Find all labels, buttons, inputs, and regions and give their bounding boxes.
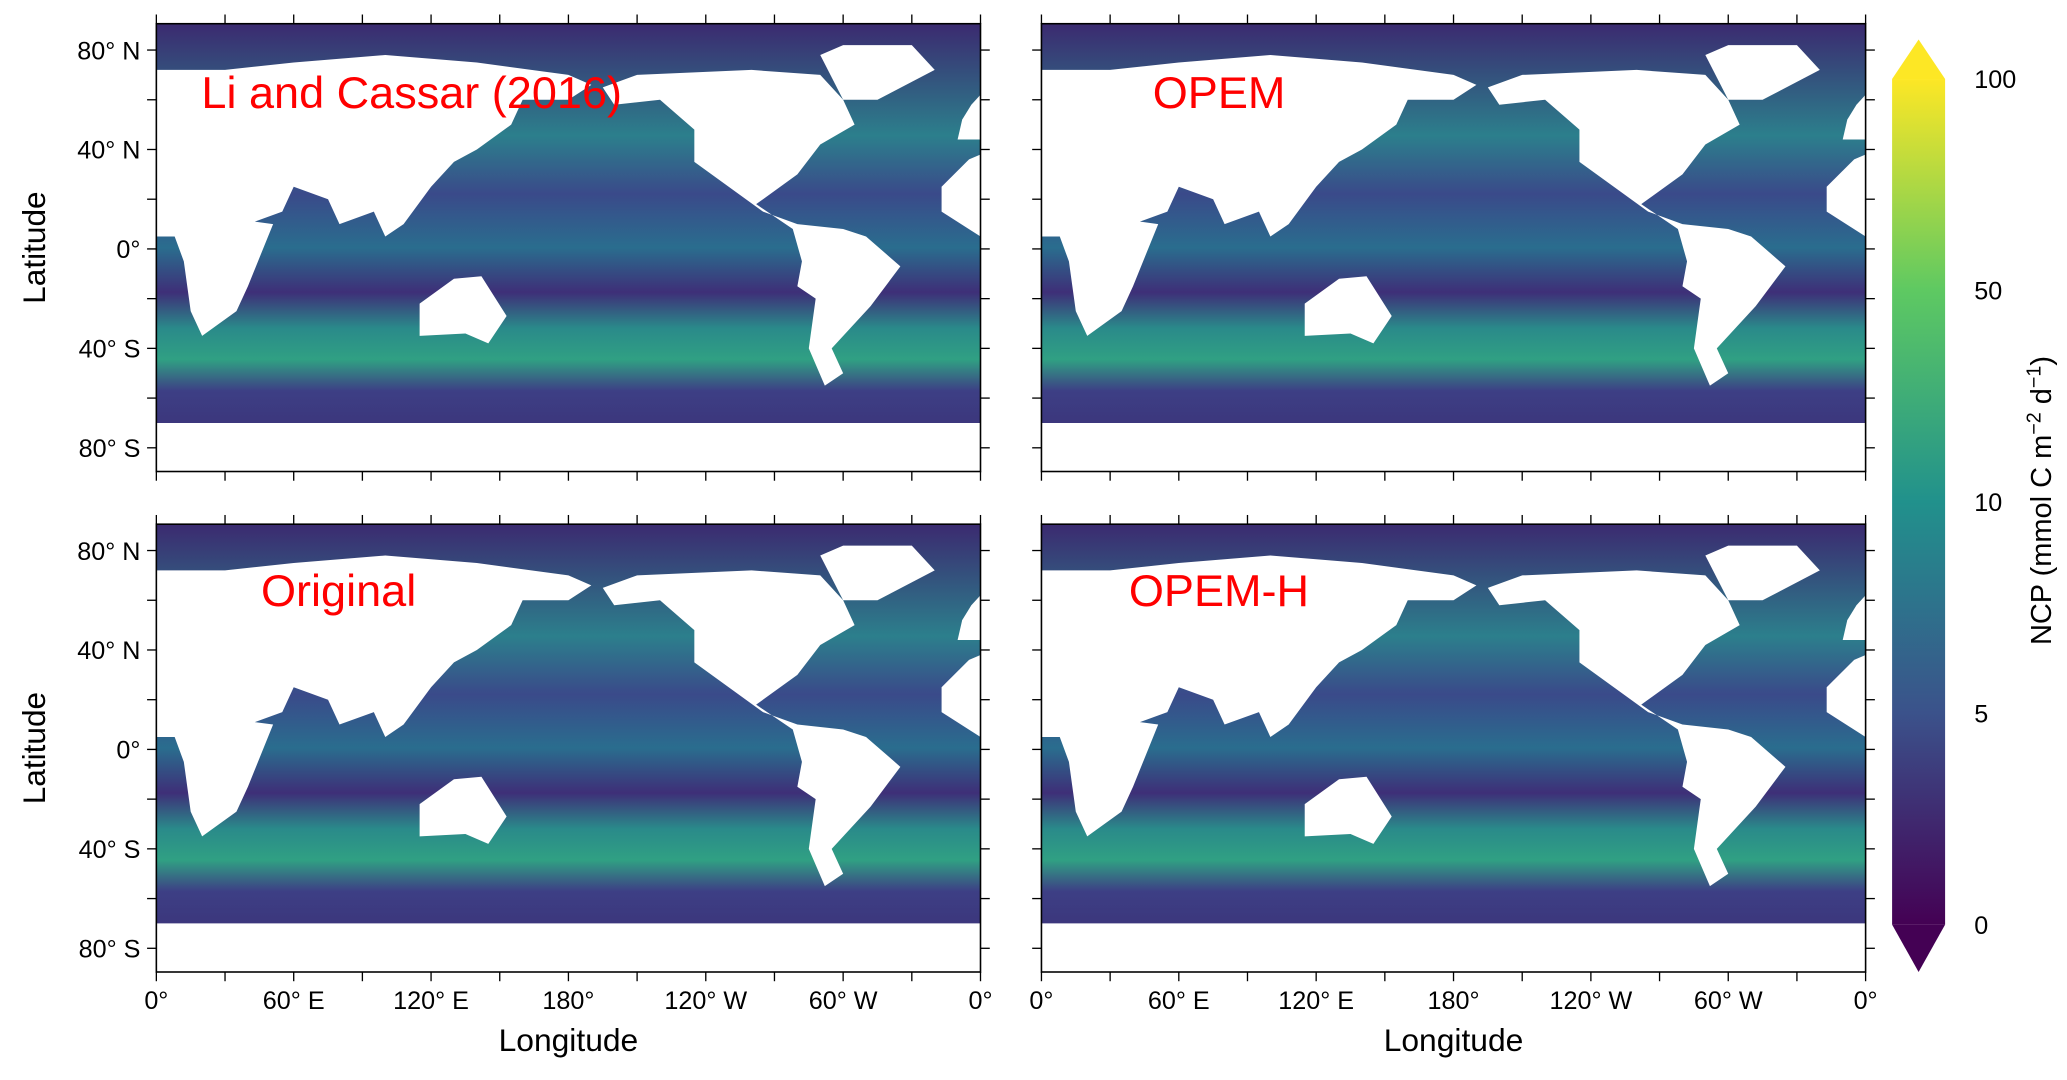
land [957, 94, 981, 140]
panel-label: Li and Cassar (2016) [201, 67, 622, 118]
y-tick-label: 80° N [77, 538, 140, 566]
x-tick-label: 0° [968, 987, 992, 1015]
land [1041, 923, 1866, 972]
panel-label: OPEM [1153, 67, 1286, 118]
land [1826, 154, 1866, 237]
x-tick-label: 60° W [1694, 987, 1763, 1015]
land [820, 545, 935, 601]
land [941, 154, 981, 237]
y-tick-label: 0° [116, 737, 140, 765]
x-tick-label: 0° [1029, 987, 1053, 1015]
land [602, 570, 901, 887]
land [1041, 525, 1477, 837]
x-tick-label: 60° E [263, 987, 325, 1015]
land [419, 276, 507, 344]
land [156, 923, 981, 972]
x-tick-label: 120° W [1550, 987, 1633, 1015]
x-tick-label: 120° E [1278, 987, 1354, 1015]
land [1826, 654, 1866, 737]
colorbar-tick-label: 100 [1974, 66, 2016, 94]
x-axis-label: Longitude [1384, 1022, 1524, 1058]
y-tick-label: 80° N [77, 37, 140, 65]
map-body [1041, 23, 1866, 472]
map-panel: Li and Cassar (2016) 80° N 40° N 0° 40° S 80°… [16, 14, 990, 481]
map-body [1041, 524, 1866, 972]
map-panel: OPEM-H 0° 60° E 120° E 180° 120° W 60° W 0° Long… [1029, 514, 1878, 1058]
x-tick-label: 120° W [664, 987, 747, 1015]
colorbar-tick-label: 10 [1974, 489, 2002, 517]
land [941, 654, 981, 737]
colorbar-label: NCP (mmol C m−2 d−1) [2023, 356, 2058, 645]
y-tick-label: 40° S [79, 336, 141, 364]
land [820, 45, 935, 100]
x-tick-label: 180° [542, 987, 594, 1015]
x-tick-label: 180° [1428, 987, 1480, 1015]
colorbar-tick-label: 0 [1974, 912, 1988, 940]
map-panel: Original 80° N 40° N 0° 40° S 80° S Latitude 0°… [16, 514, 993, 1058]
land [156, 25, 592, 336]
x-tick-label: 120° E [393, 987, 469, 1015]
label-part: NCP (mmol C m [2026, 435, 2058, 645]
land [419, 776, 507, 844]
y-axis-label: Latitude [16, 692, 52, 804]
y-tick-label: 80° S [79, 435, 141, 463]
colorbar-extend-bottom [1892, 924, 1946, 972]
panel-label: Original [261, 565, 416, 616]
y-tick-label: 40° N [77, 137, 140, 165]
label-sup: −2 [2023, 412, 2045, 435]
colorbar-body [1892, 79, 1946, 925]
land [1041, 422, 1866, 472]
land [1705, 545, 1820, 601]
land [1304, 276, 1392, 344]
land [156, 525, 592, 837]
x-axis-label: Longitude [499, 1022, 639, 1058]
y-tick-label: 40° S [79, 836, 141, 864]
x-tick-label: 0° [144, 987, 168, 1015]
map-body [156, 524, 981, 972]
colorbar: NCP (mmol C m−2 d−1) 0 5 10 50 100 [1892, 39, 2058, 972]
y-tick-label: 40° N [77, 637, 140, 665]
label-part: ) [2026, 356, 2058, 366]
land [602, 69, 901, 386]
land [156, 422, 981, 472]
x-tick-label: 0° [1854, 987, 1878, 1015]
colorbar-tick-label: 50 [1974, 278, 2002, 306]
label-sup: −1 [2023, 366, 2045, 389]
colorbar-tick-label: 5 [1974, 700, 1988, 728]
land [1705, 45, 1820, 100]
land [1041, 25, 1477, 336]
map-body [156, 23, 981, 472]
land [1842, 595, 1866, 641]
y-axis-label: Latitude [16, 191, 52, 303]
land [1304, 776, 1392, 844]
land [957, 595, 981, 641]
x-tick-label: 60° W [809, 987, 878, 1015]
colorbar-extend-top [1892, 39, 1946, 80]
map-panel: OPEM [1032, 14, 1875, 481]
y-tick-label: 80° S [79, 936, 141, 964]
label-part: d [2026, 388, 2058, 412]
y-tick-label: 0° [116, 236, 140, 264]
land [1487, 69, 1786, 386]
land [1487, 570, 1786, 887]
panel-label: OPEM-H [1129, 565, 1309, 616]
x-tick-label: 60° E [1148, 987, 1210, 1015]
land [1842, 94, 1866, 140]
